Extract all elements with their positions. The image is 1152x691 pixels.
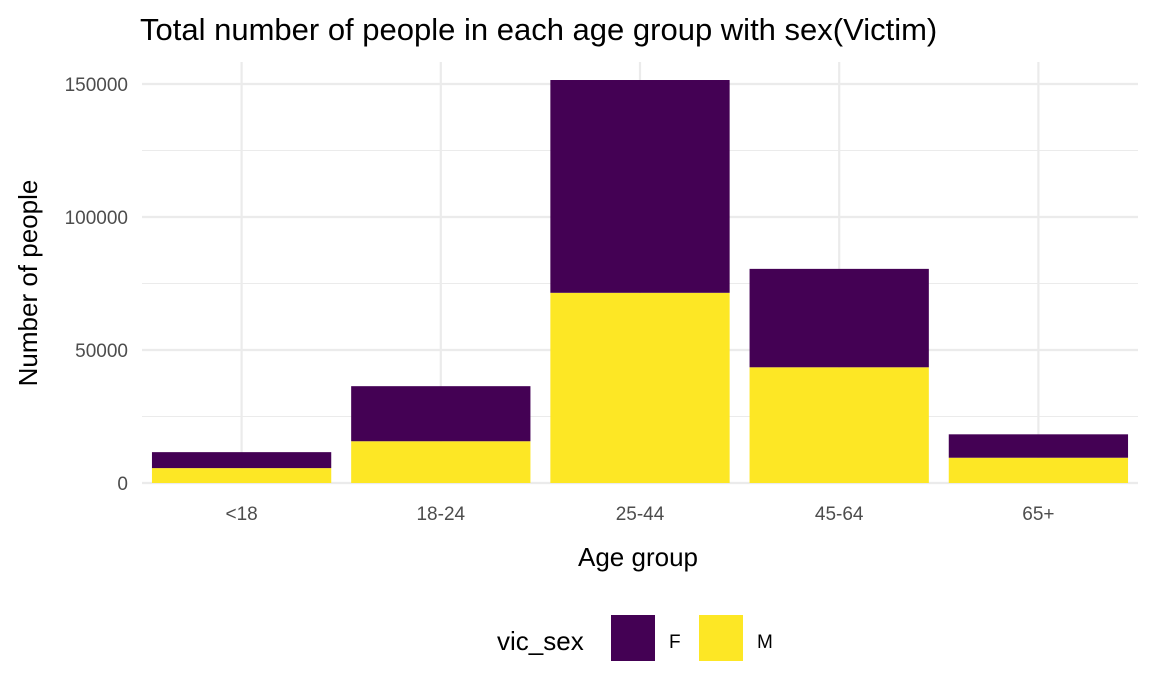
bars-layer <box>151 80 1129 483</box>
legend-label-M: M <box>757 632 773 653</box>
y-tick-label: 150000 <box>65 75 128 96</box>
legend-key-M <box>699 615 743 661</box>
x-axis-title: Age group <box>578 542 698 572</box>
x-tick-label: 25-44 <box>616 504 665 525</box>
x-tick-label: 65+ <box>1022 504 1054 525</box>
y-tick-label: 50000 <box>75 341 128 362</box>
x-tick-label: <18 <box>225 504 257 525</box>
bar-F-65+ <box>948 434 1129 458</box>
x-tick-label: 45-64 <box>815 504 864 525</box>
y-axis-ticks: 0 50000 100000 150000 <box>65 75 128 495</box>
legend-key-F <box>611 615 655 661</box>
y-tick-label: 0 <box>117 474 128 495</box>
x-axis-ticks: <18 18-24 25-44 45-64 65+ <box>225 504 1054 525</box>
chart-title: Total number of people in each age group… <box>140 12 937 47</box>
bar-M-25-44 <box>550 292 730 483</box>
bar-F-45-64 <box>749 268 929 368</box>
bar-M-<18 <box>151 468 332 483</box>
bar-F-18-24 <box>351 386 531 442</box>
y-tick-label: 100000 <box>65 208 128 229</box>
legend-title: vic_sex <box>497 626 584 656</box>
legend-label-F: F <box>669 632 681 653</box>
y-axis-title: Number of people <box>13 180 43 387</box>
bar-M-65+ <box>948 457 1129 483</box>
x-tick-label: 18-24 <box>416 504 465 525</box>
bar-F-<18 <box>151 452 332 469</box>
bar-M-45-64 <box>749 367 929 483</box>
bar-F-25-44 <box>550 80 730 293</box>
bar-M-18-24 <box>351 441 531 483</box>
